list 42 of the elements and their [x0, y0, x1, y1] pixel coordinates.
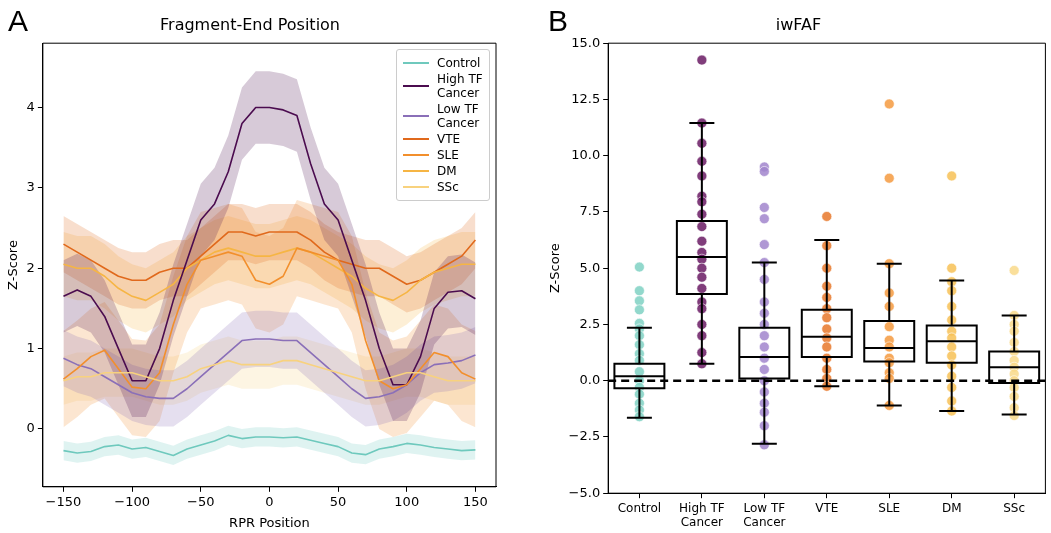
x-tick-label: 50: [329, 493, 347, 509]
y-tick-label: 1: [26, 339, 35, 355]
legend-label: SSc: [437, 180, 459, 195]
y-tick-label: 7.5: [579, 203, 601, 219]
x-tick-label: VTE: [815, 500, 839, 515]
text: A: [8, 4, 29, 38]
legend-label: VTE: [437, 132, 461, 147]
legend-label: DM: [437, 164, 457, 179]
x-tick-label: High TF Cancer: [679, 500, 725, 529]
y-tick-label: 15.0: [571, 34, 601, 50]
legend-label: SLE: [437, 148, 459, 163]
y-tick-label: 0.0: [579, 372, 601, 388]
y-tick-label: 2.5: [579, 315, 601, 331]
legend-label: High TF Cancer: [437, 72, 483, 101]
y-tick-label: 3: [26, 179, 35, 195]
x-tick-label: −50: [187, 493, 215, 509]
y-tick-label: 5.0: [579, 259, 601, 275]
legend-label: Low TF Cancer: [437, 102, 480, 131]
x-tick-label: Control: [617, 500, 662, 515]
y-tick-label: −5.0: [568, 484, 601, 500]
x-tick-label: DM: [941, 500, 962, 515]
y-axis-title: Z-Score: [547, 243, 563, 294]
y-axis-title: Z-Score: [5, 240, 21, 290]
y-tick-label: 0: [26, 420, 35, 436]
x-tick-label: −100: [114, 493, 150, 509]
chart-title: Fragment-End Position: [160, 14, 340, 34]
x-tick-label: 150: [462, 493, 488, 509]
x-axis-title: RPR Position: [229, 514, 310, 530]
y-tick-label: 12.5: [571, 90, 601, 106]
x-tick-label: 100: [394, 493, 420, 509]
y-tick-label: −2.5: [568, 428, 601, 444]
x-tick-label: SSc: [1003, 500, 1026, 515]
y-tick-label: 2: [26, 259, 35, 275]
y-tick-label: 10.0: [571, 147, 601, 163]
text: B: [548, 4, 569, 38]
chart-title: iwFAF: [775, 14, 822, 34]
x-tick-label: −150: [45, 493, 82, 509]
x-tick-label: SLE: [878, 500, 901, 515]
legend-label: Control: [437, 56, 481, 71]
x-tick-label: 0: [265, 493, 274, 509]
y-tick-label: 4: [26, 98, 35, 114]
x-tick-label: Low TF Cancer: [743, 500, 786, 529]
